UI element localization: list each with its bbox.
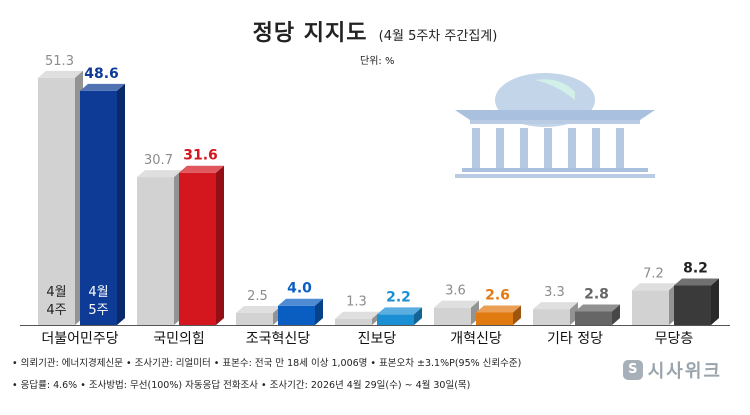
category-label-3: 진보당 [358,331,397,347]
value-label-prev-5: 3.3 [544,285,565,300]
bar-prev-6-top [632,283,677,291]
in-bar-series-label-1-1: 5주 [88,303,108,318]
value-label-prev-4: 3.6 [445,284,466,299]
bar-prev-2 [236,312,273,325]
value-label-prev-0: 51.3 [45,54,74,69]
value-label-curr-4: 2.6 [485,287,510,303]
in-bar-series-label-0-1: 4주 [46,303,66,318]
bar-prev-1-top [137,170,182,178]
category-label-0: 더불어민주당 [41,331,118,347]
category-label-2: 조국혁신당 [246,331,311,347]
unit-label: 단위: % [360,56,395,67]
bar-curr-3-side [414,307,422,325]
chart-title-block: 정당 지지도 (4월 5주차 주간집계) [0,15,750,47]
value-label-prev-3: 1.3 [346,295,367,310]
value-label-curr-6: 8.2 [683,260,708,276]
bar-curr-5 [575,311,612,325]
bar-curr-1-top [179,165,224,173]
bar-prev-0 [38,77,75,325]
value-label-curr-5: 2.8 [584,287,609,303]
in-bar-series-label-0-0: 4월 [46,285,66,300]
assembly-building-icon [455,73,655,178]
category-label-6: 무당층 [655,331,694,347]
logo-mark-icon: S [622,360,643,380]
bar-chart: 51.3 48.6 더불어민주당 30.7 31.6 국민의힘 2.5 4.0 조국혁신당 1.3… [20,54,730,347]
value-label-curr-2: 4.0 [287,281,312,297]
bar-prev-0-top [38,70,83,78]
bar-prev-3 [335,318,372,325]
bar-curr-3 [377,314,414,325]
bar-prev-6 [632,290,669,325]
bar-curr-0 [80,90,117,325]
in-bar-series-label-1-0: 4월 [88,285,108,300]
value-label-curr-3: 2.2 [386,289,411,305]
bar-curr-0-side [117,83,125,325]
survey-info-line-1: • 의뢰기관: 에너지경제신문 • 조사기관: 리얼미터 • 표본수: 전국 만… [12,358,522,369]
publisher-logo: S 시사위크 [622,357,722,383]
chart-subtitle: (4월 5주차 주간집계) [378,29,498,44]
bar-curr-3-top [377,307,422,315]
bar-curr-2-side [315,298,323,325]
bar-curr-5-top [575,304,620,312]
bar-curr-1-side [216,165,224,325]
bar-curr-2 [278,305,315,325]
bar-curr-4-top [476,305,521,313]
bar-curr-1 [179,172,216,325]
bar-curr-6-side [711,278,719,325]
category-label-1: 국민의힘 [153,331,205,347]
value-label-prev-1: 30.7 [144,153,173,168]
bar-prev-3-top [335,311,380,319]
bar-curr-2-top [278,298,323,306]
bar-prev-5 [533,309,570,325]
bar-curr-5-side [612,304,620,325]
bar-prev-4-top [434,300,479,308]
bar-curr-4 [476,312,513,325]
bar-curr-6 [674,285,711,325]
bar-curr-6-top [674,278,719,286]
bar-curr-0-top [80,83,125,91]
bar-prev-2-top [236,305,281,313]
value-label-curr-0: 48.6 [84,66,119,82]
logo-text: 시사위크 [647,361,722,382]
value-label-prev-6: 7.2 [643,266,664,281]
bar-prev-1 [137,177,174,325]
bar-prev-5-top [533,302,578,310]
value-label-prev-2: 2.5 [247,289,268,304]
category-label-4: 개혁신당 [450,331,502,347]
survey-info-line-2: • 응답률: 4.6% • 조사방법: 무선(100%) 자동응답 전화조사 •… [12,380,471,391]
chart-title: 정당 지지도 [252,21,368,46]
category-label-5: 기타 정당 [547,331,603,347]
bar-curr-4-side [513,305,521,325]
value-label-curr-1: 31.6 [183,148,218,164]
bar-prev-4 [434,307,471,325]
